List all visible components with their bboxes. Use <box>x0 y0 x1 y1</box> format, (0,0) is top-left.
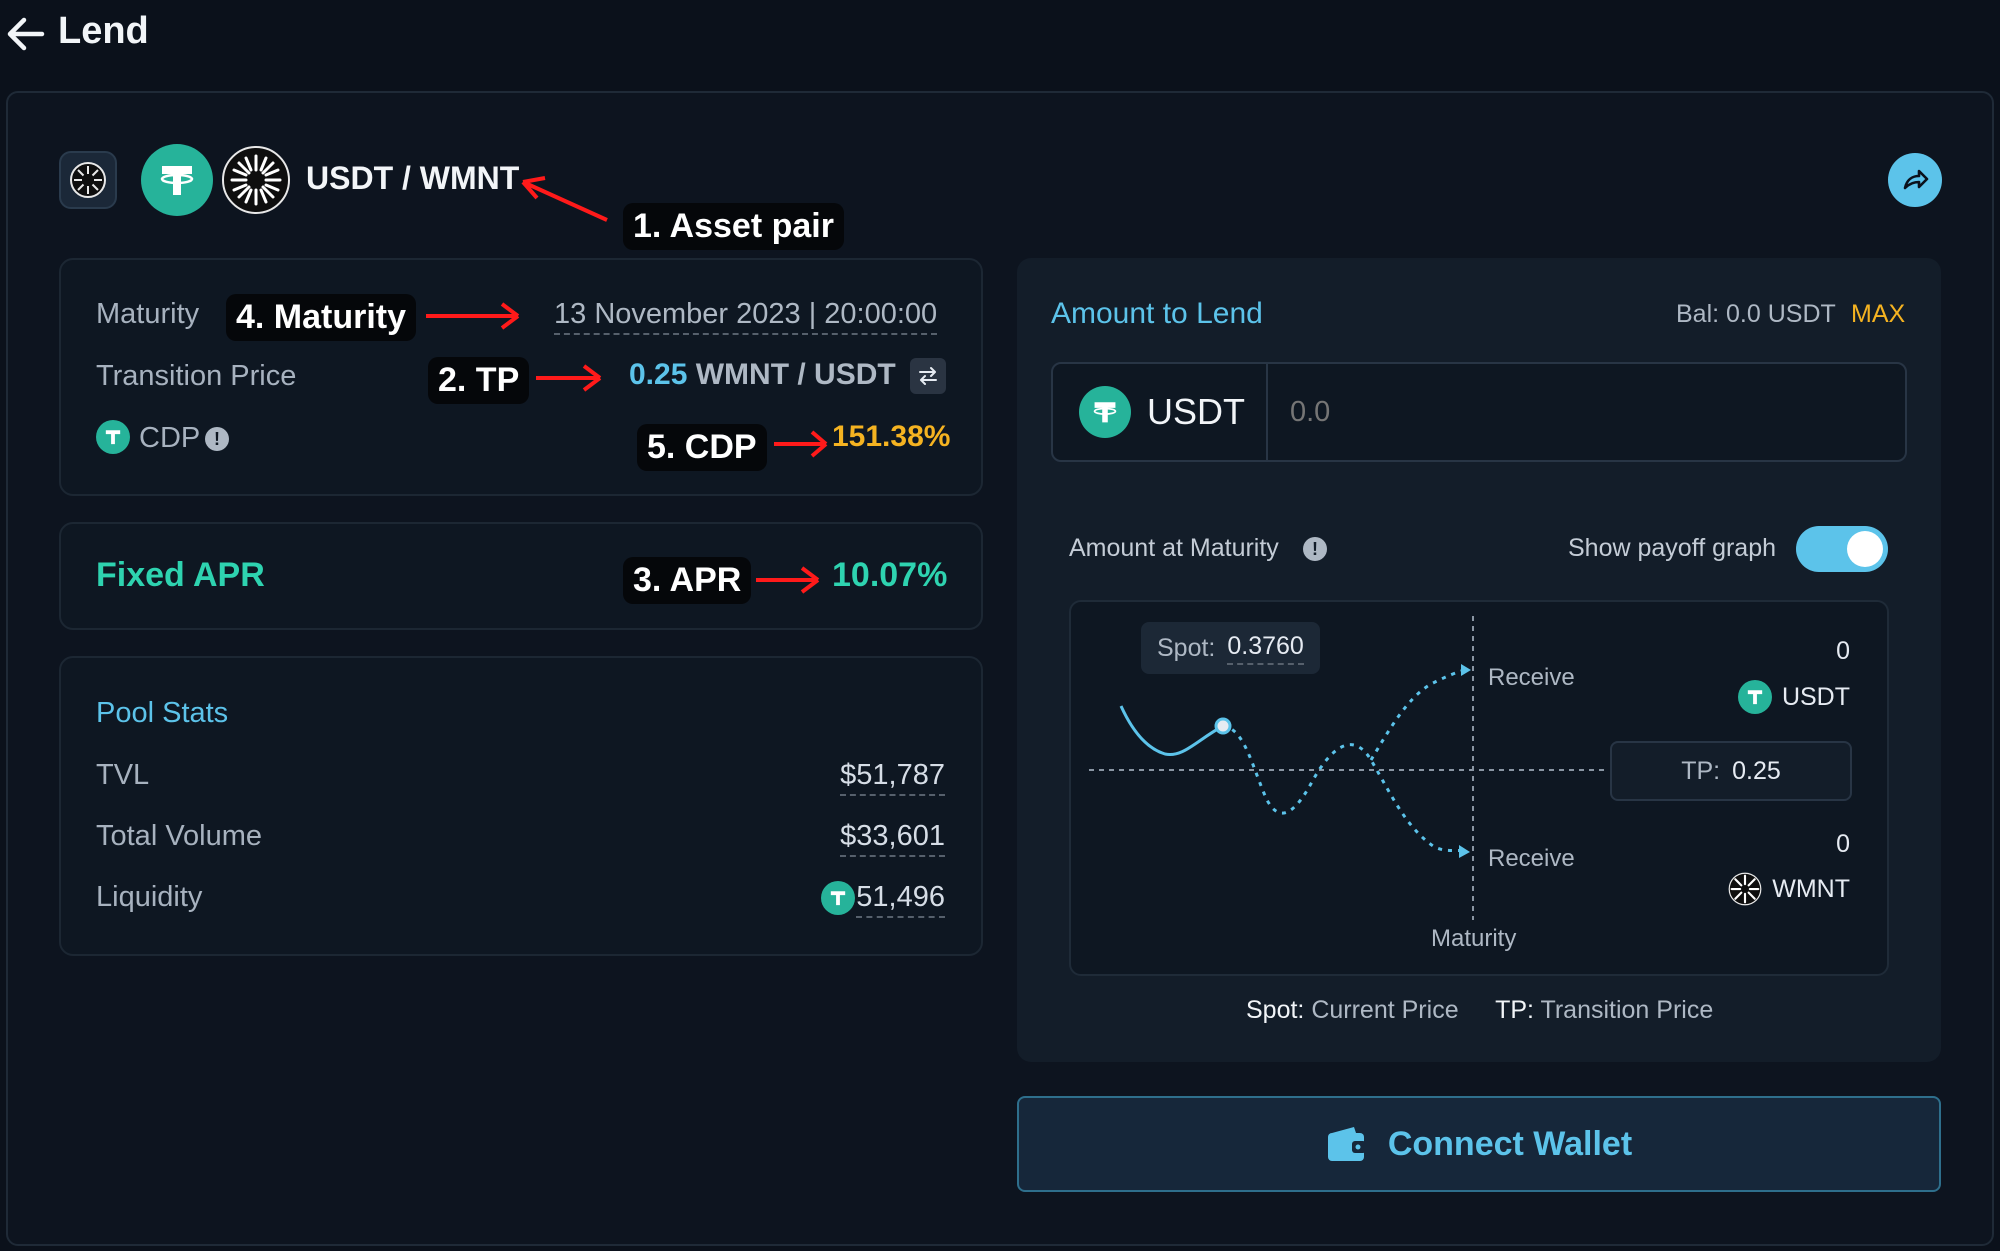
tp-badge-value: 0.25 <box>1732 756 1781 785</box>
usdt-icon <box>821 881 855 915</box>
annotation-arrow-maturity <box>426 302 520 330</box>
token-selector[interactable]: USDT <box>1053 364 1268 460</box>
maturity-info-icon[interactable]: ! <box>1303 537 1327 561</box>
wmnt-receive-label: WMNT <box>1772 874 1850 903</box>
fixed-apr-label: Fixed APR <box>96 556 265 594</box>
amount-input[interactable] <box>1290 384 1870 440</box>
tp-number: 0.25 <box>629 358 688 391</box>
annotation-apr: 3. APR <box>623 557 752 604</box>
legend-spot-desc: Current Price <box>1311 996 1459 1024</box>
legend-spot-key: Spot: <box>1246 996 1305 1024</box>
liquidity-label: Liquidity <box>96 881 203 913</box>
annotation-arrow-asset-pair <box>521 176 608 222</box>
tp-badge: TP: 0.25 <box>1610 741 1852 801</box>
connect-wallet-label: Connect Wallet <box>1387 1124 1633 1163</box>
spot-badge: Spot: 0.3760 <box>1141 622 1320 674</box>
liquidity-value: 51,496 <box>856 881 945 918</box>
balance-text: Bal: 0.0 USDT <box>1676 300 1836 328</box>
apr-card <box>59 522 983 630</box>
amount-to-lend-title: Amount to Lend <box>1051 297 1263 330</box>
usdt-receive-token: USDT <box>1737 680 1850 714</box>
arrow-head-down-icon <box>1459 845 1470 858</box>
usdt-icon <box>1737 680 1772 714</box>
maturity-axis-label: Maturity <box>1431 925 1517 952</box>
wmnt-icon <box>1728 872 1762 906</box>
fixed-apr-value: 10.07% <box>832 556 948 594</box>
connect-wallet-button[interactable]: Connect Wallet <box>1017 1096 1941 1192</box>
tp-unit: WMNT / USDT <box>695 358 896 391</box>
usdt-amount: 0 <box>1836 637 1850 665</box>
toggle-knob <box>1847 531 1883 567</box>
cdp-value: 151.38% <box>832 420 951 453</box>
swap-icon <box>919 367 937 385</box>
annotation-arrow-apr <box>756 566 820 594</box>
tvl-label: TVL <box>96 759 150 791</box>
legend-tp-desc: Transition Price <box>1540 996 1714 1024</box>
annotation-cdp: 5. CDP <box>637 424 767 471</box>
arrow-head-up-icon <box>1461 664 1471 676</box>
annotation-maturity: 4. Maturity <box>226 294 417 341</box>
transition-price-label: Transition Price <box>96 360 297 392</box>
pool-logo-icon <box>59 151 117 209</box>
projection-down-line <box>1222 724 1466 854</box>
receive-bottom-label: Receive <box>1488 845 1575 872</box>
maturity-value: 13 November 2023 | 20:00:00 <box>554 298 938 335</box>
transition-price-value: 0.25 WMNT / USDT <box>629 358 896 392</box>
payoff-graph-lines <box>1089 616 1609 920</box>
annotation-asset-pair: 1. Asset pair <box>623 203 844 250</box>
spot-value: 0.3760 <box>1227 632 1304 665</box>
spot-point <box>1214 717 1232 735</box>
graph-legend: Spot: Current Price TP: Transition Price <box>1246 996 1713 1025</box>
payoff-toggle-label: Show payoff graph <box>1568 534 1777 562</box>
annotation-arrow-cdp <box>774 430 828 458</box>
amount-at-maturity-label: Amount at Maturity <box>1069 534 1279 562</box>
legend-tp-key: TP: <box>1495 996 1534 1024</box>
selected-token-label: USDT <box>1147 391 1245 432</box>
total-volume-value: $33,601 <box>840 820 945 857</box>
annotation-arrow-tp <box>536 364 602 392</box>
wallet-icon <box>1327 1127 1366 1161</box>
wmnt-token-icon <box>222 146 290 214</box>
projection-up-line <box>1369 668 1466 761</box>
receive-top-label: Receive <box>1488 664 1575 691</box>
usdt-token-icon <box>141 144 213 216</box>
price-history-line <box>1119 705 1224 757</box>
page-title: Lend <box>58 10 149 52</box>
tp-badge-label: TP: <box>1681 756 1721 785</box>
wmnt-receive-token: WMNT <box>1728 872 1850 906</box>
cdp-info-icon[interactable]: ! <box>205 427 229 451</box>
cdp-label: CDP <box>139 422 201 454</box>
tvl-value: $51,787 <box>840 759 945 796</box>
share-button[interactable] <box>1888 153 1942 207</box>
usdt-icon <box>96 420 130 454</box>
share-icon <box>1903 169 1929 190</box>
annotation-tp: 2. TP <box>428 357 530 404</box>
total-volume-label: Total Volume <box>96 820 263 852</box>
usdt-icon <box>1079 386 1131 438</box>
spot-label: Spot: <box>1157 633 1216 662</box>
pool-stats-title: Pool Stats <box>96 697 229 729</box>
asset-pair-title: USDT / WMNT <box>306 160 520 196</box>
swap-direction-button[interactable] <box>910 358 946 394</box>
payoff-graph-toggle[interactable] <box>1796 526 1888 572</box>
max-button[interactable]: MAX <box>1851 300 1906 328</box>
back-arrow-icon[interactable] <box>4 14 48 54</box>
maturity-label: Maturity <box>96 298 200 330</box>
usdt-receive-label: USDT <box>1781 682 1850 711</box>
wmnt-amount: 0 <box>1836 830 1850 858</box>
